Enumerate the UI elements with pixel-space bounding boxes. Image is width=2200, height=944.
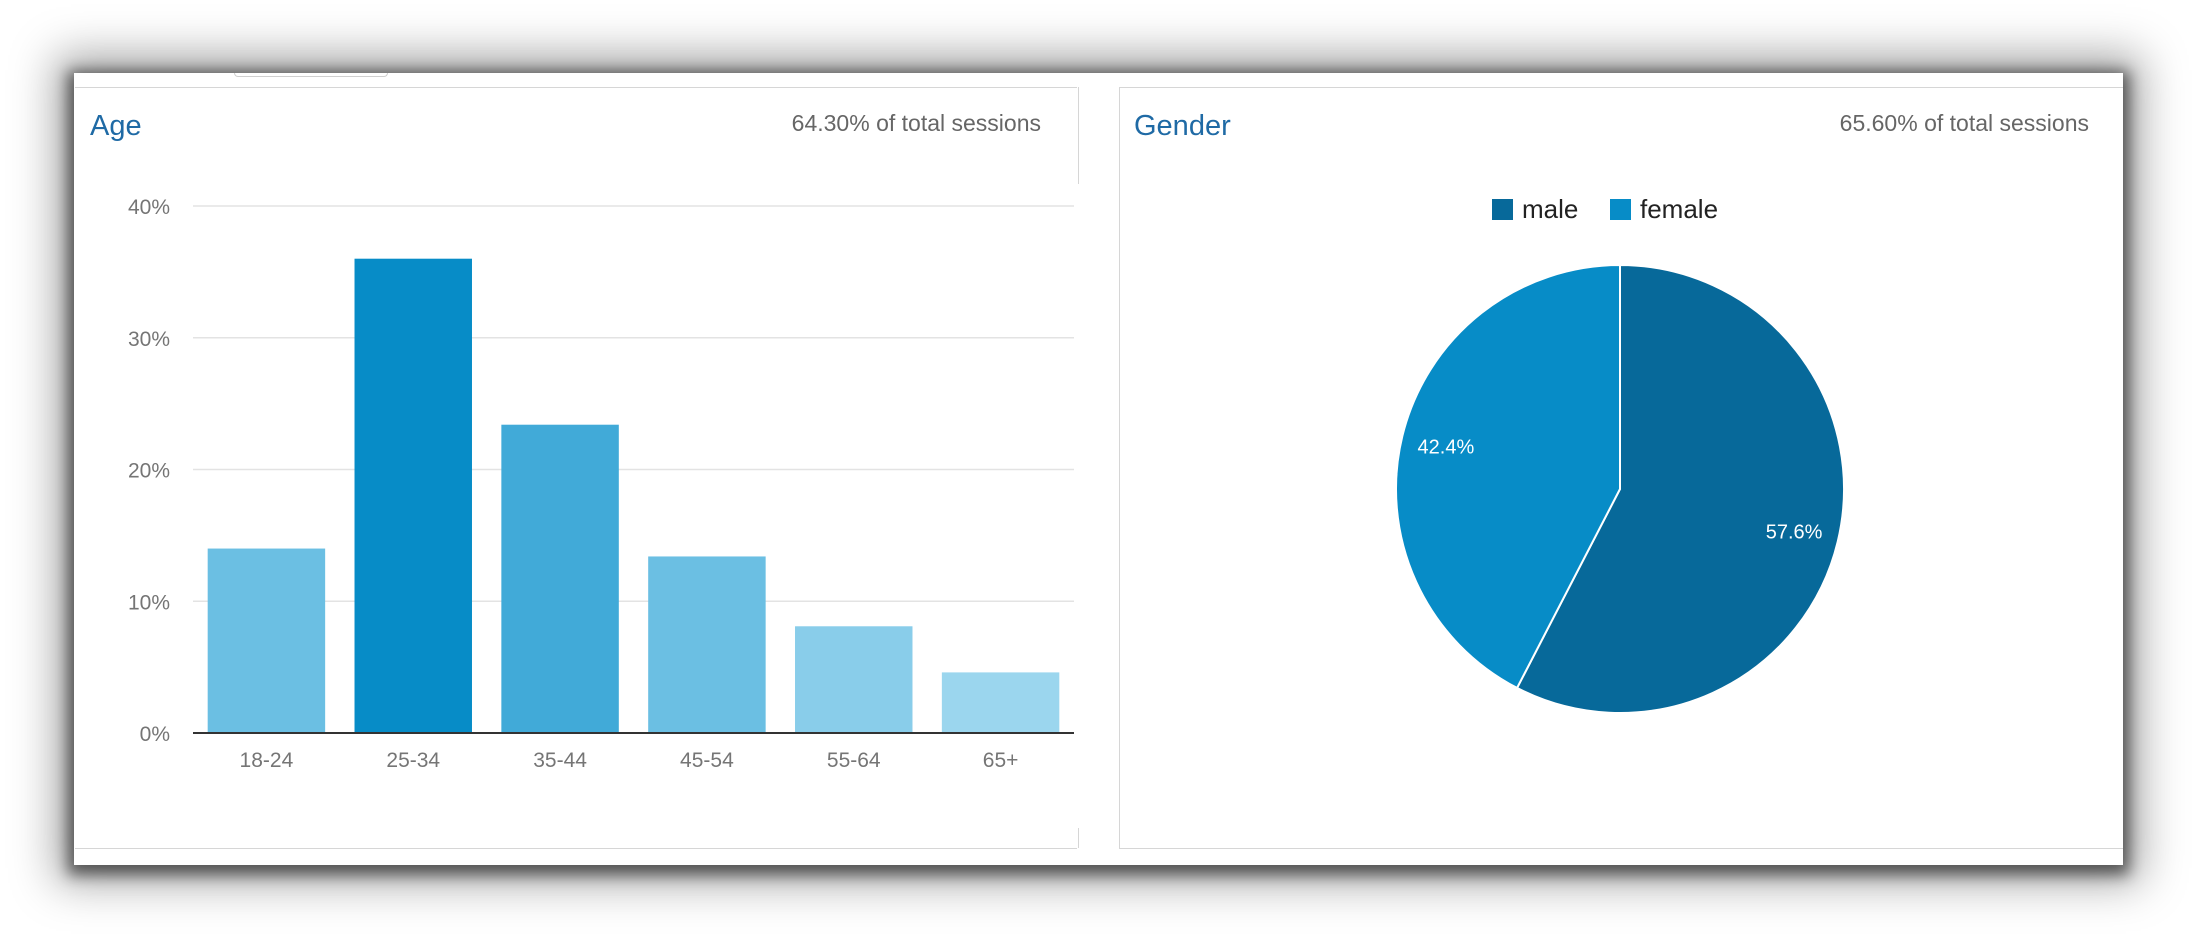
age-title: Age <box>90 110 142 142</box>
gender-pie-chart: male female 57.6% 42.4% <box>1395 194 1845 714</box>
gender-title: Gender <box>1134 110 1231 142</box>
bar-55-64[interactable] <box>795 626 913 733</box>
age-sessions-share: 64.30% of total sessions <box>791 110 1041 136</box>
slice-label-male: 57.6% <box>1766 521 1823 543</box>
x-tick-label: 55-64 <box>827 749 881 772</box>
x-tick-label: 25-34 <box>386 749 440 772</box>
x-tick-label: 18-24 <box>240 749 294 772</box>
slice-label-female: 42.4% <box>1418 437 1475 459</box>
bar-65+[interactable] <box>941 672 1060 733</box>
legend-swatch-female <box>1610 199 1631 220</box>
age-panel-edge-bottom <box>1078 828 1079 848</box>
y-tick-label: 10% <box>128 591 170 614</box>
age-panel-edge-top <box>1078 87 1079 184</box>
age-bar-chart: 0% 10% 20% 30% 40% 18-24 25-34 35-44 45-54 55-64… <box>128 196 1074 772</box>
y-tick-label: 40% <box>128 196 170 219</box>
x-tick-label: 35-44 <box>533 749 587 772</box>
y-tick-label: 0% <box>140 723 170 746</box>
legend-label-male: male <box>1522 194 1578 224</box>
y-tick-label: 20% <box>128 460 170 483</box>
bar-35-44[interactable] <box>501 424 619 733</box>
legend-swatch-male <box>1492 199 1513 220</box>
bar-18-24[interactable] <box>207 548 326 733</box>
pie-slice-female[interactable] <box>1395 263 1621 690</box>
bar-45-54[interactable] <box>648 556 766 733</box>
legend-label-female: female <box>1640 194 1718 224</box>
gender-sessions-share: 65.60% of total sessions <box>1839 110 2089 136</box>
y-tick-label: 30% <box>128 328 170 351</box>
bar-25-34[interactable] <box>354 258 472 733</box>
x-tick-label: 45-54 <box>680 749 734 772</box>
pie-slice-male[interactable] <box>1515 263 1845 714</box>
x-tick-label: 65+ <box>983 749 1019 772</box>
